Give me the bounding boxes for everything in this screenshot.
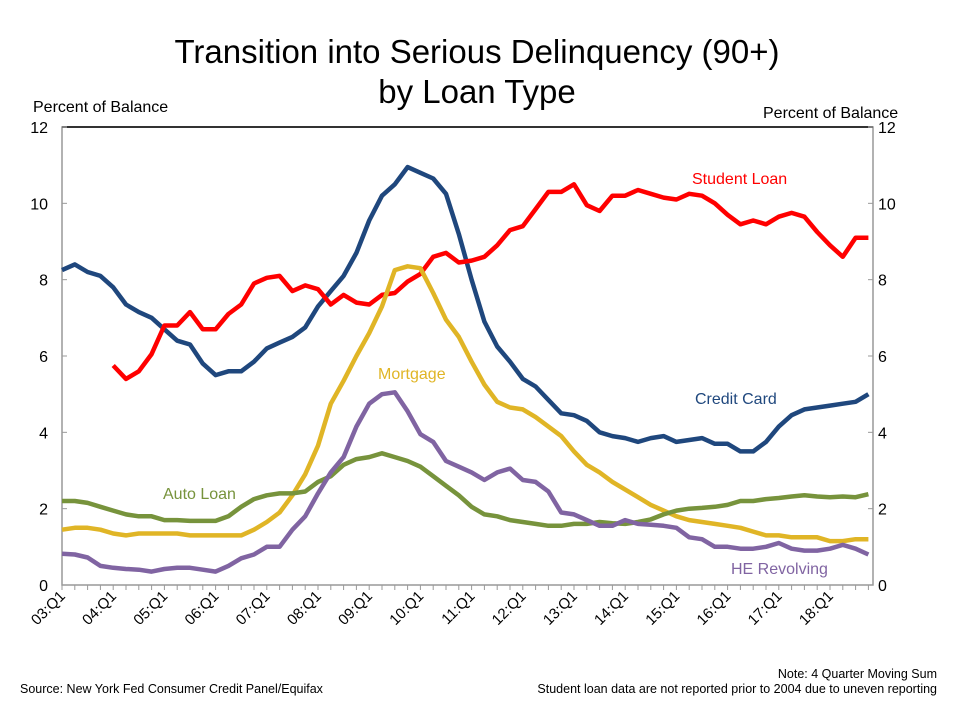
x-tick-label: 05:Q1 bbox=[130, 588, 171, 629]
series-line-mortgage bbox=[61, 264, 869, 544]
series-label-credit-card: Credit Card bbox=[695, 391, 777, 408]
x-tick-label: 18:Q1 bbox=[796, 588, 837, 629]
moving-sum-note: Note: 4 Quarter Moving Sum bbox=[777, 667, 937, 681]
y-axis-label-left: Percent of Balance bbox=[33, 99, 169, 116]
y-tick-label-left: 0 bbox=[39, 578, 48, 595]
series-line-credit-card bbox=[61, 164, 870, 454]
x-tick-label: 03:Q1 bbox=[28, 588, 69, 629]
y-tick-label-right: 8 bbox=[878, 273, 887, 290]
x-tick-label: 04:Q1 bbox=[79, 588, 120, 629]
chart-title: Transition into Serious Delinquency (90+… bbox=[0, 32, 954, 112]
y-tick-label-right: 0 bbox=[878, 578, 887, 595]
x-tick-label: 09:Q1 bbox=[335, 588, 376, 629]
x-tick-label: 15:Q1 bbox=[642, 588, 683, 629]
x-tick-label: 08:Q1 bbox=[284, 588, 325, 629]
y-tick-label-right: 4 bbox=[878, 425, 887, 442]
series-line-student-loan bbox=[111, 182, 869, 382]
y-tick-label-right: 2 bbox=[878, 502, 887, 519]
chart-title-line2: by Loan Type bbox=[378, 73, 576, 110]
y-tick-label-left: 6 bbox=[39, 349, 48, 366]
y-tick-label-left: 12 bbox=[30, 120, 48, 137]
series-line-he-revolving bbox=[61, 390, 870, 574]
x-tick-label: 14:Q1 bbox=[591, 588, 632, 629]
y-tick-label-left: 8 bbox=[39, 273, 48, 290]
y-tick-label-left: 4 bbox=[39, 425, 48, 442]
chart-title-line1: Transition into Serious Delinquency (90+… bbox=[174, 33, 780, 70]
student-loan-note: Student loan data are not reported prior… bbox=[537, 682, 937, 696]
y-tick-label-left: 10 bbox=[30, 196, 48, 213]
x-tick-label: 16:Q1 bbox=[694, 588, 735, 629]
y-tick-label-right: 12 bbox=[878, 120, 896, 137]
series-label-student-loan: Student Loan bbox=[692, 171, 787, 188]
series-label-he-revolving: HE Revolving bbox=[731, 561, 828, 578]
x-tick-label: 10:Q1 bbox=[386, 588, 427, 629]
series-line-auto-loan bbox=[62, 451, 869, 529]
y-axis-label-right: Percent of Balance bbox=[763, 105, 899, 122]
series-label-mortgage: Mortgage bbox=[378, 366, 446, 383]
x-tick-label: 13:Q1 bbox=[540, 588, 581, 629]
x-tick-label: 12:Q1 bbox=[489, 588, 530, 629]
x-tick-label: 07:Q1 bbox=[233, 588, 274, 629]
x-tick-label: 17:Q1 bbox=[745, 588, 786, 629]
x-tick-label: 11:Q1 bbox=[438, 588, 478, 628]
y-tick-label-right: 10 bbox=[878, 196, 896, 213]
y-tick-label-right: 6 bbox=[878, 349, 887, 366]
y-tick-label-left: 2 bbox=[39, 502, 48, 519]
series-label-auto-loan: Auto Loan bbox=[163, 486, 236, 503]
x-tick-label: 06:Q1 bbox=[182, 588, 223, 629]
source-note: Source: New York Fed Consumer Credit Pan… bbox=[20, 682, 323, 696]
